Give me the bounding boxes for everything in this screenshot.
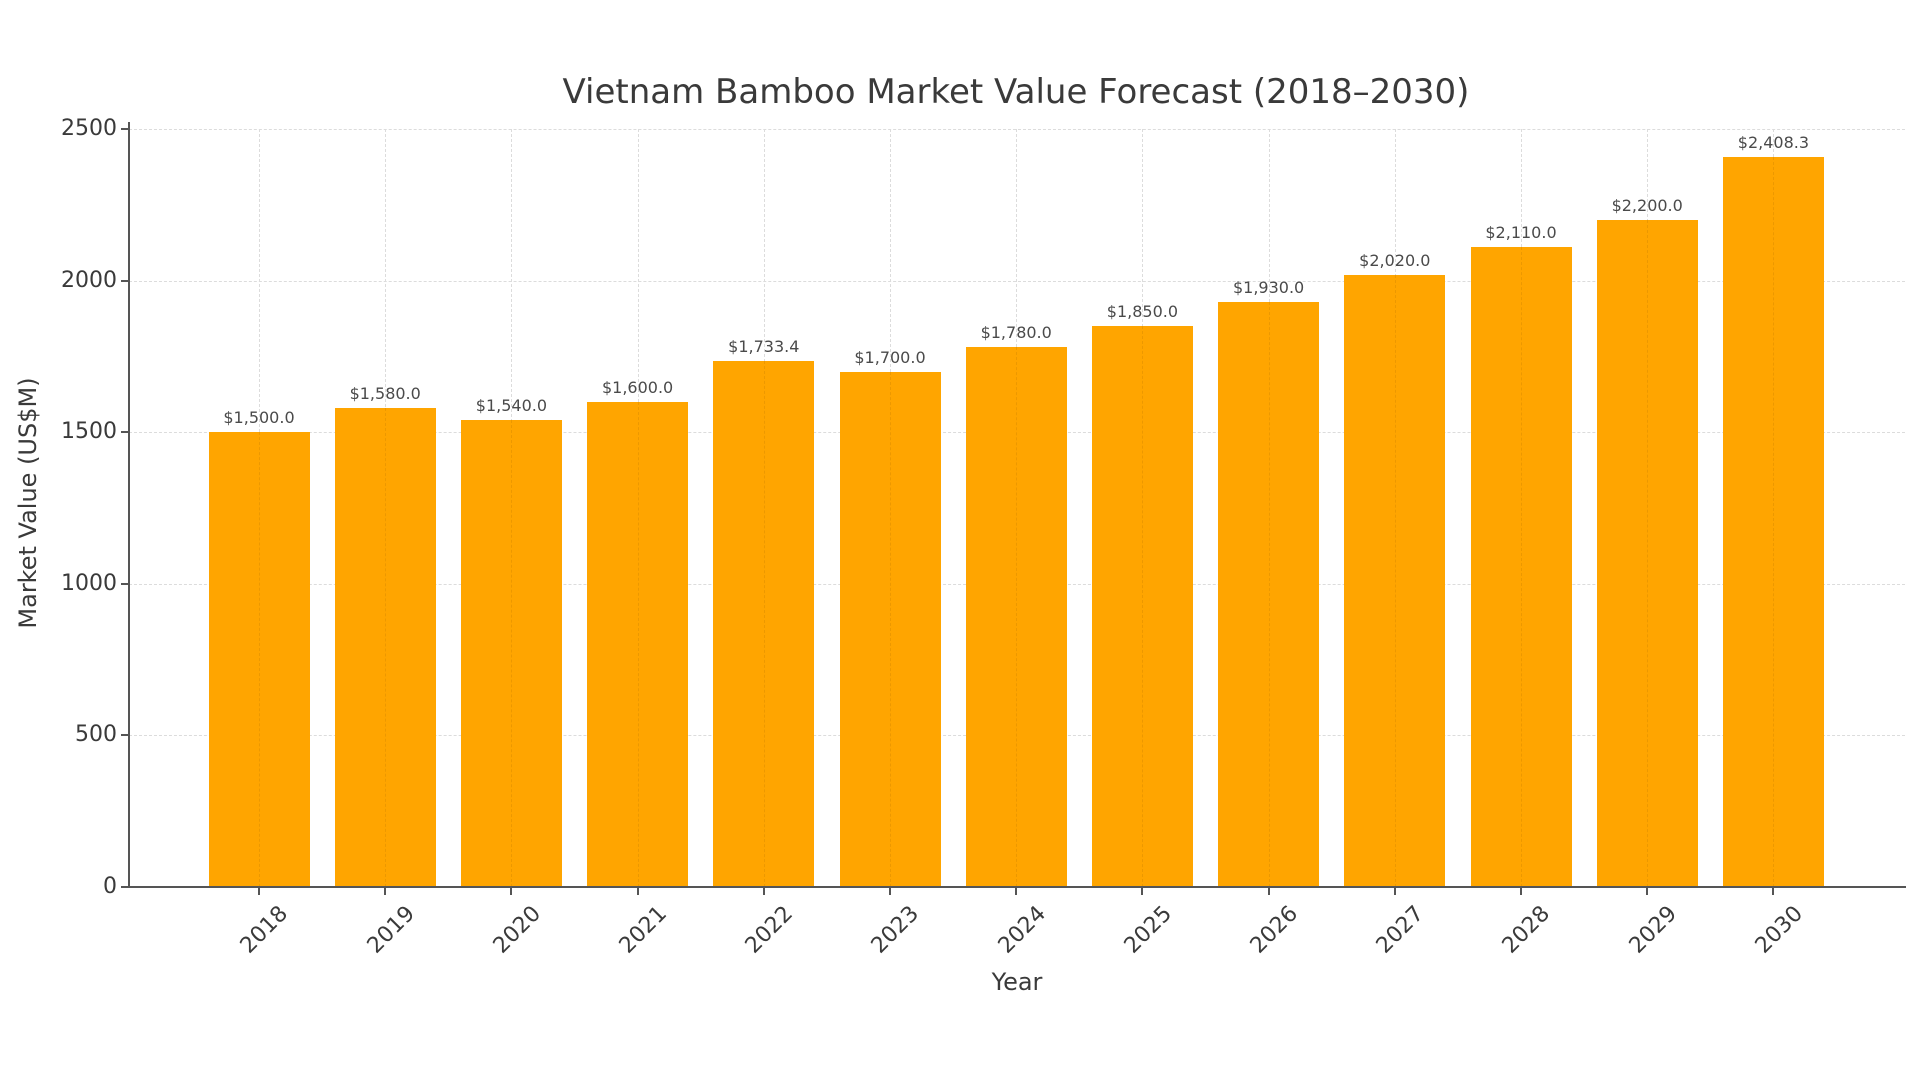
bar-2021 xyxy=(587,401,689,887)
y-axis-label: Market Value (US$M) xyxy=(14,377,42,629)
chart-title: Vietnam Bamboo Market Value Forecast (20… xyxy=(562,72,1470,112)
x-tick xyxy=(1646,888,1649,895)
bar-value-label: $1,600.0 xyxy=(601,377,674,397)
y-axis-line xyxy=(128,122,130,888)
bar-value-label: $1,850.0 xyxy=(1106,302,1179,322)
x-axis-label: Year xyxy=(991,968,1043,996)
y-tick-label: 2000 xyxy=(61,267,117,293)
y-tick-label: 1000 xyxy=(61,570,117,596)
bar-value-label: $1,733.4 xyxy=(728,337,800,357)
x-tick xyxy=(1141,888,1144,895)
bar-gridline-overlay xyxy=(637,401,639,887)
x-tick-label: 2020 xyxy=(488,901,546,959)
x-tick xyxy=(1393,888,1396,895)
bar-2019 xyxy=(334,407,436,887)
y-tick xyxy=(121,128,129,130)
x-tick-label: 2028 xyxy=(1498,901,1556,959)
x-tick xyxy=(510,888,513,895)
bar-gridline-overlay xyxy=(259,432,260,887)
bar-value-label: $2,110.0 xyxy=(1485,223,1557,243)
bar-gridline-overlay xyxy=(1521,247,1522,887)
bar-2029 xyxy=(1596,219,1698,887)
bar-2025 xyxy=(1091,326,1193,887)
x-tick-label: 2018 xyxy=(236,901,294,959)
y-tick xyxy=(121,279,129,282)
x-tick-label: 2019 xyxy=(362,901,420,959)
x-tick-label: 2029 xyxy=(1624,901,1682,959)
bar-gridline-overlay xyxy=(1016,347,1018,887)
bar-value-label: $2,200.0 xyxy=(1611,195,1683,215)
bar-2023 xyxy=(839,371,941,887)
bar-gridline-overlay xyxy=(1268,301,1270,887)
x-tick xyxy=(1015,888,1018,895)
x-tick xyxy=(636,888,639,895)
bar-value-label: $1,540.0 xyxy=(475,396,548,416)
bar-value-label: $1,930.0 xyxy=(1232,277,1305,297)
y-tick-label: 500 xyxy=(75,722,117,748)
x-tick-label: 2025 xyxy=(1119,901,1177,959)
x-tick xyxy=(384,888,387,895)
x-tick-label: 2023 xyxy=(867,901,925,959)
x-tick-label: 2024 xyxy=(993,901,1051,959)
x-tick xyxy=(762,888,765,895)
bar-gridline-overlay xyxy=(1647,219,1649,887)
bar-2018 xyxy=(208,432,310,887)
bar-2020 xyxy=(460,420,562,887)
bar-2024 xyxy=(965,347,1067,887)
y-tick xyxy=(121,582,129,585)
x-axis-line xyxy=(128,886,1906,888)
x-tick-label: 2021 xyxy=(614,901,673,959)
x-tick-label: 2030 xyxy=(1750,901,1808,959)
x-tick xyxy=(1267,888,1270,895)
x-tick xyxy=(258,888,260,895)
x-tick xyxy=(1520,888,1522,895)
bar-value-label: $1,580.0 xyxy=(349,383,421,403)
x-tick-label: 2022 xyxy=(740,901,799,959)
bar-2028 xyxy=(1470,247,1572,887)
bar-2026 xyxy=(1218,301,1320,887)
bar-gridline-overlay xyxy=(763,361,765,887)
x-tick xyxy=(889,888,891,895)
x-tick-label: 2026 xyxy=(1245,901,1304,959)
bar-gridline-overlay xyxy=(1773,156,1775,887)
bar-2027 xyxy=(1344,274,1446,887)
bar-value-label: $1,700.0 xyxy=(854,347,926,367)
y-tick xyxy=(121,886,129,888)
y-tick xyxy=(121,431,129,434)
y-tick-label: 1500 xyxy=(61,419,117,445)
bar-gridline-overlay xyxy=(1394,274,1396,887)
bar-value-label: $1,500.0 xyxy=(223,408,295,428)
bar-gridline-overlay xyxy=(890,371,891,887)
y-tick xyxy=(121,734,129,737)
y-tick-label: 0 xyxy=(103,874,117,899)
bar-2022 xyxy=(713,361,815,887)
bar-gridline-overlay xyxy=(511,420,513,887)
bar-gridline-overlay xyxy=(1142,326,1144,887)
bar-2030 xyxy=(1722,156,1824,887)
bar-value-label: $2,408.3 xyxy=(1737,132,1810,152)
bar-gridline-overlay xyxy=(385,407,387,887)
plot-area: $1,500.0 $1,580.0 $1,540.0 $1,600.0 $1,733.4… xyxy=(129,129,1905,887)
bar-value-label: $2,020.0 xyxy=(1359,250,1431,270)
x-tick xyxy=(1772,888,1775,895)
bar-value-label: $1,780.0 xyxy=(980,323,1052,343)
x-tick-label: 2027 xyxy=(1371,901,1430,959)
y-tick-label: 2500 xyxy=(61,116,117,141)
